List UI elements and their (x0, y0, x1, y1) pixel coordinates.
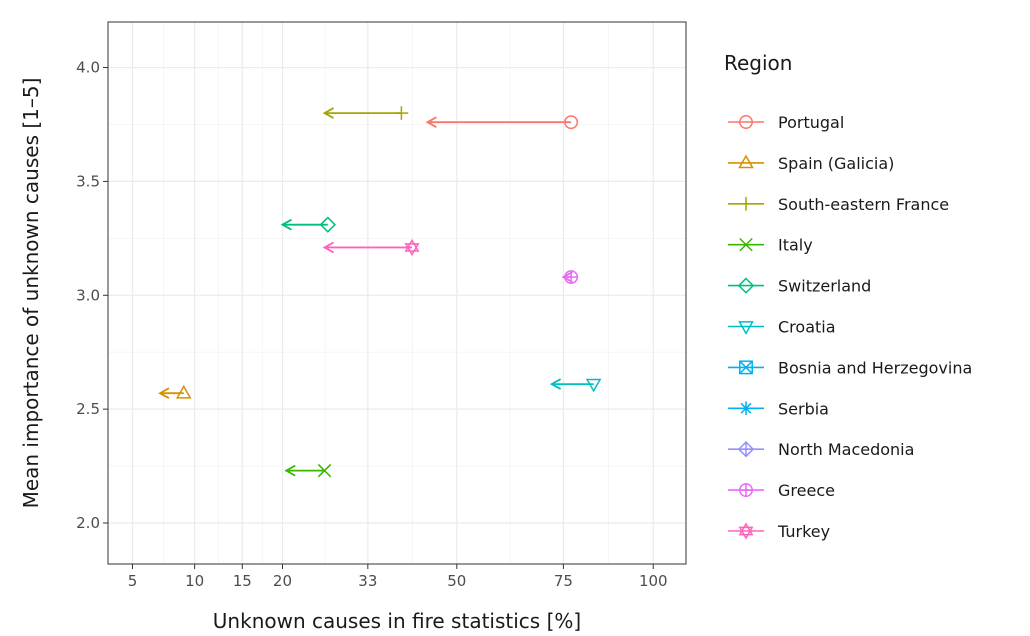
legend-label: South-eastern France (778, 195, 949, 214)
legend-key-portugal (739, 115, 753, 129)
legend-key-bosnia-and-herzegovina (739, 360, 753, 375)
y-axis: 2.0 2.5 3.0 3.5 4.0 (76, 59, 108, 532)
legend-label: Switzerland (778, 277, 871, 296)
legend-key-south-eastern-france (739, 196, 753, 211)
legend-item-portugal: Portugal (728, 113, 844, 132)
legend-label: North Macedonia (778, 440, 914, 459)
arrow-italy (284, 464, 325, 477)
x-tick-label: 33 (358, 572, 377, 590)
legend-key-greece (739, 483, 753, 498)
point-turkey (404, 238, 420, 257)
legend-key-italy (739, 237, 753, 252)
legend-key-croatia (738, 321, 754, 335)
legend-label: Turkey (777, 522, 830, 541)
legend-key-north-macedonia (737, 441, 755, 458)
arrow-south-eastern-france (322, 107, 402, 119)
x-tick-label: 100 (639, 572, 668, 590)
y-tick-label: 3.0 (76, 286, 100, 304)
legend-key-spain-galicia (738, 154, 754, 169)
legend-item-italy: Italy (728, 236, 813, 255)
x-tick-label: 50 (447, 572, 466, 590)
plot-border (107, 21, 687, 565)
y-tick-label: 2.0 (76, 514, 100, 532)
legend-item-bosnia-and-herzegovina: Bosnia and Herzegovina (728, 358, 972, 377)
point-south-eastern-france (394, 106, 409, 120)
legend-item-serbia: Serbia (728, 399, 829, 418)
legend-item-spain-galicia: Spain (Galicia) (728, 154, 894, 173)
legend-label: Bosnia and Herzegovina (778, 358, 972, 377)
arrow-portugal (425, 116, 572, 128)
legend-item-switzerland: Switzerland (728, 277, 871, 296)
legend-label: Italy (778, 236, 813, 255)
legend-label: Greece (778, 481, 835, 500)
x-axis: 5 10 15 20 33 50 75 100 (128, 564, 668, 590)
legend-label: Spain (Galicia) (778, 154, 894, 173)
x-tick-label: 10 (185, 572, 204, 590)
grid-minor (108, 22, 686, 564)
data-marks (158, 106, 602, 478)
y-tick-label: 3.5 (76, 172, 100, 190)
legend-label: Portugal (778, 113, 844, 132)
arrow-turkey (322, 241, 413, 254)
point-portugal (564, 115, 579, 130)
y-tick-label: 4.0 (76, 59, 100, 77)
legend-item-croatia: Croatia (728, 318, 836, 337)
legend: Region Portugal Spain (Galicia) South-east… (724, 51, 972, 541)
legend-label: Serbia (778, 399, 829, 418)
point-switzerland (319, 216, 336, 233)
legend-item-turkey: Turkey (728, 522, 830, 541)
y-tick-label: 2.5 (76, 400, 100, 418)
legend-title: Region (724, 51, 792, 75)
x-axis-title: Unknown causes in fire statistics [%] (213, 609, 581, 633)
x-tick-label: 5 (128, 572, 138, 590)
legend-key-switzerland (737, 277, 755, 294)
legend-item-south-eastern-france: South-eastern France (728, 195, 949, 214)
legend-item-north-macedonia: North Macedonia (728, 440, 914, 459)
legend-key-turkey (738, 522, 754, 540)
legend-key-serbia (739, 401, 753, 416)
point-italy (317, 463, 332, 478)
legend-label: Croatia (778, 318, 836, 337)
x-tick-label: 75 (554, 572, 573, 590)
point-spain-galicia (175, 384, 192, 399)
x-tick-label: 20 (273, 572, 292, 590)
x-tick-label: 15 (233, 572, 252, 590)
legend-item-greece: Greece (728, 481, 835, 500)
legend-items: Portugal Spain (Galicia) South-eastern Fra… (728, 113, 972, 541)
arrow-croatia (549, 378, 594, 390)
y-axis-title: Mean importance of unknown causes [1–5] (19, 78, 43, 509)
point-greece (564, 270, 579, 285)
point-croatia (585, 378, 602, 393)
